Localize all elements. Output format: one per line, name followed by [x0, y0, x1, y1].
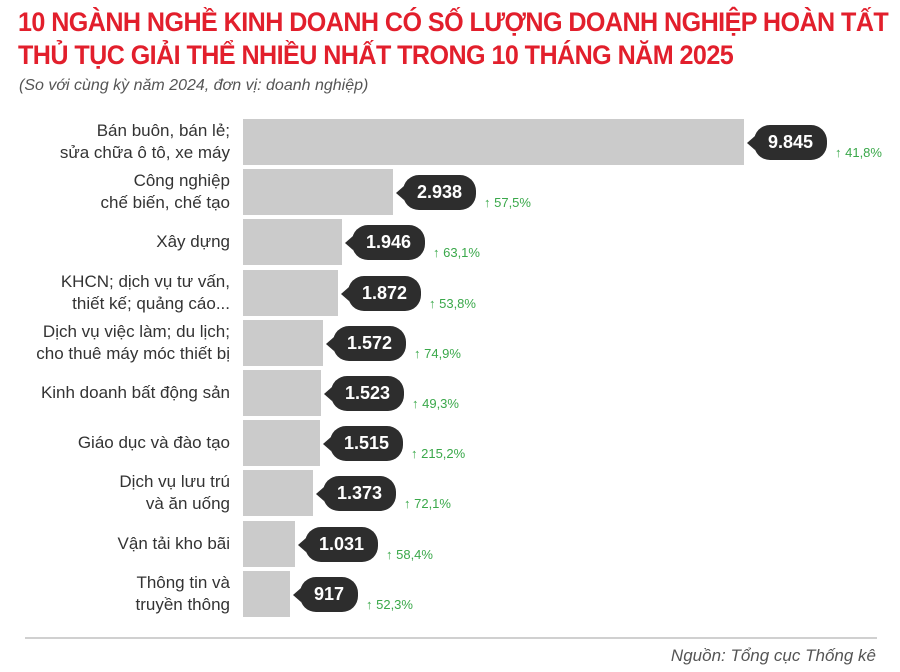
bar	[243, 470, 313, 517]
divider	[25, 637, 877, 639]
category-label-line-2: thiết kế; quảng cáo...	[72, 293, 230, 313]
bar-row: KHCN; dịch vụ tư vấn, thiết kế; quảng cáo…	[0, 269, 900, 316]
bar-row: Kinh doanh bất động sản 1.523 ↑ 49,3%	[0, 370, 900, 416]
bar-row: Vận tải kho bãi 1.031 ↑ 58,4%	[0, 520, 900, 567]
category-label: Dịch vụ lưu trú và ăn uống	[0, 470, 230, 516]
category-label-line-2: cho thuê máy móc thiết bị	[36, 343, 230, 363]
bar-row: Giáo dục và đào tạo 1.515 ↑ 215,2%	[0, 420, 900, 467]
bar	[243, 169, 393, 216]
value-bubble: 1.515	[322, 426, 404, 462]
growth-indicator: ↑ 58,4%	[386, 546, 433, 562]
category-label-line-1: Giáo dục và đào tạo	[77, 433, 230, 453]
bar	[243, 219, 342, 266]
value-bubble: 1.031	[297, 526, 379, 562]
bar-row: Dịch vụ lưu trú và ăn uống 1.373 ↑ 72,1%	[0, 470, 900, 517]
category-label: Kinh doanh bất động sản	[0, 370, 230, 416]
bar-row: Bán buôn, bán lẻ; sửa chữa ô tô, xe máy 9.…	[0, 119, 900, 165]
source-note: Nguồn: Tổng cục Thống kê	[670, 646, 876, 665]
bar-row: Xây dựng 1.946 ↑ 63,1%	[0, 219, 900, 266]
category-label-line-1: Kinh doanh bất động sản	[40, 383, 230, 402]
category-label: Công nghiệp chế biến, chế tạo	[0, 169, 230, 215]
value-bubble: 917	[292, 576, 359, 612]
bar	[243, 319, 323, 366]
category-label-line-1: Công nghiệp	[133, 171, 230, 191]
category-label-line-1: Xây dựng	[156, 232, 230, 252]
bar	[243, 269, 338, 316]
category-label-line-1: Bán buôn, bán lẻ;	[96, 121, 230, 140]
bar	[243, 370, 321, 416]
bar-row: Dịch vụ việc làm; du lịch; cho thuê máy m…	[0, 319, 900, 366]
growth-indicator: ↑ 41,8%	[835, 145, 882, 160]
value-bubble: 1.373	[315, 476, 397, 512]
category-label-line-1: Dịch vụ việc làm; du lịch;	[42, 321, 230, 341]
growth-indicator: ↑ 63,1%	[433, 245, 480, 261]
value-bubble: 1.872	[340, 275, 422, 311]
growth-indicator: ↑ 74,9%	[414, 345, 461, 361]
value-bubble: 1.946	[344, 225, 426, 261]
category-label: Xây dựng	[0, 219, 230, 265]
category-label-line-2: chế biến, chế tạo	[100, 193, 230, 213]
growth-indicator: ↑ 215,2%	[411, 446, 466, 462]
growth-indicator: ↑ 49,3%	[412, 396, 459, 411]
category-label-line-1: KHCN; dịch vụ tư vấn,	[60, 271, 230, 291]
bar	[243, 520, 295, 567]
value-bubble: 1.572	[325, 325, 407, 361]
category-label: Bán buôn, bán lẻ; sửa chữa ô tô, xe máy	[0, 119, 230, 165]
value-bubble: 1.523	[323, 376, 405, 411]
bar	[243, 420, 320, 467]
growth-indicator: ↑ 52,3%	[366, 596, 413, 612]
category-label: Dịch vụ việc làm; du lịch; cho thuê máy m…	[0, 320, 230, 366]
category-label-line-2: truyền thông	[135, 594, 230, 614]
category-label-line-1: Vận tải kho bãi	[117, 533, 230, 553]
category-label-line-1: Dịch vụ lưu trú	[119, 472, 230, 492]
category-label: KHCN; dịch vụ tư vấn, thiết kế; quảng cáo…	[0, 270, 230, 316]
title-line-2: THỦ TỤC GIẢI THỂ NHIỀU NHẤT TRONG 10 THÁ…	[18, 40, 734, 70]
category-label-line-2: sửa chữa ô tô, xe máy	[59, 143, 230, 162]
title-line-1: 10 NGÀNH NGHỀ KINH DOANH CÓ SỐ LƯỢNG DOA…	[18, 7, 889, 37]
category-label-line-2: và ăn uống	[145, 494, 230, 514]
category-label: Vận tải kho bãi	[0, 521, 230, 567]
chart-subtitle: (So với cùng kỳ năm 2024, đơn vị: doanh …	[19, 77, 369, 94]
growth-indicator: ↑ 57,5%	[484, 195, 531, 211]
growth-indicator: ↑ 53,8%	[429, 295, 476, 311]
value-bubble: 2.938	[395, 175, 477, 211]
category-label-line-1: Thông tin và	[136, 572, 230, 592]
bar-row: Thông tin và truyền thông 917 ↑ 52,3%	[0, 570, 900, 617]
bar-row: Công nghiệp chế biến, chế tạo 2.938 ↑ 57,5%	[0, 169, 900, 216]
growth-indicator: ↑ 72,1%	[404, 496, 451, 512]
category-label: Thông tin và truyền thông	[0, 571, 230, 617]
value-bubble: 9.845	[746, 125, 828, 160]
bar	[243, 570, 290, 617]
chart-title: 10 NGÀNH NGHỀ KINH DOANH CÓ SỐ LƯỢNG DOA…	[18, 6, 889, 72]
bar	[243, 119, 744, 165]
category-label: Giáo dục và đào tạo	[0, 420, 230, 466]
